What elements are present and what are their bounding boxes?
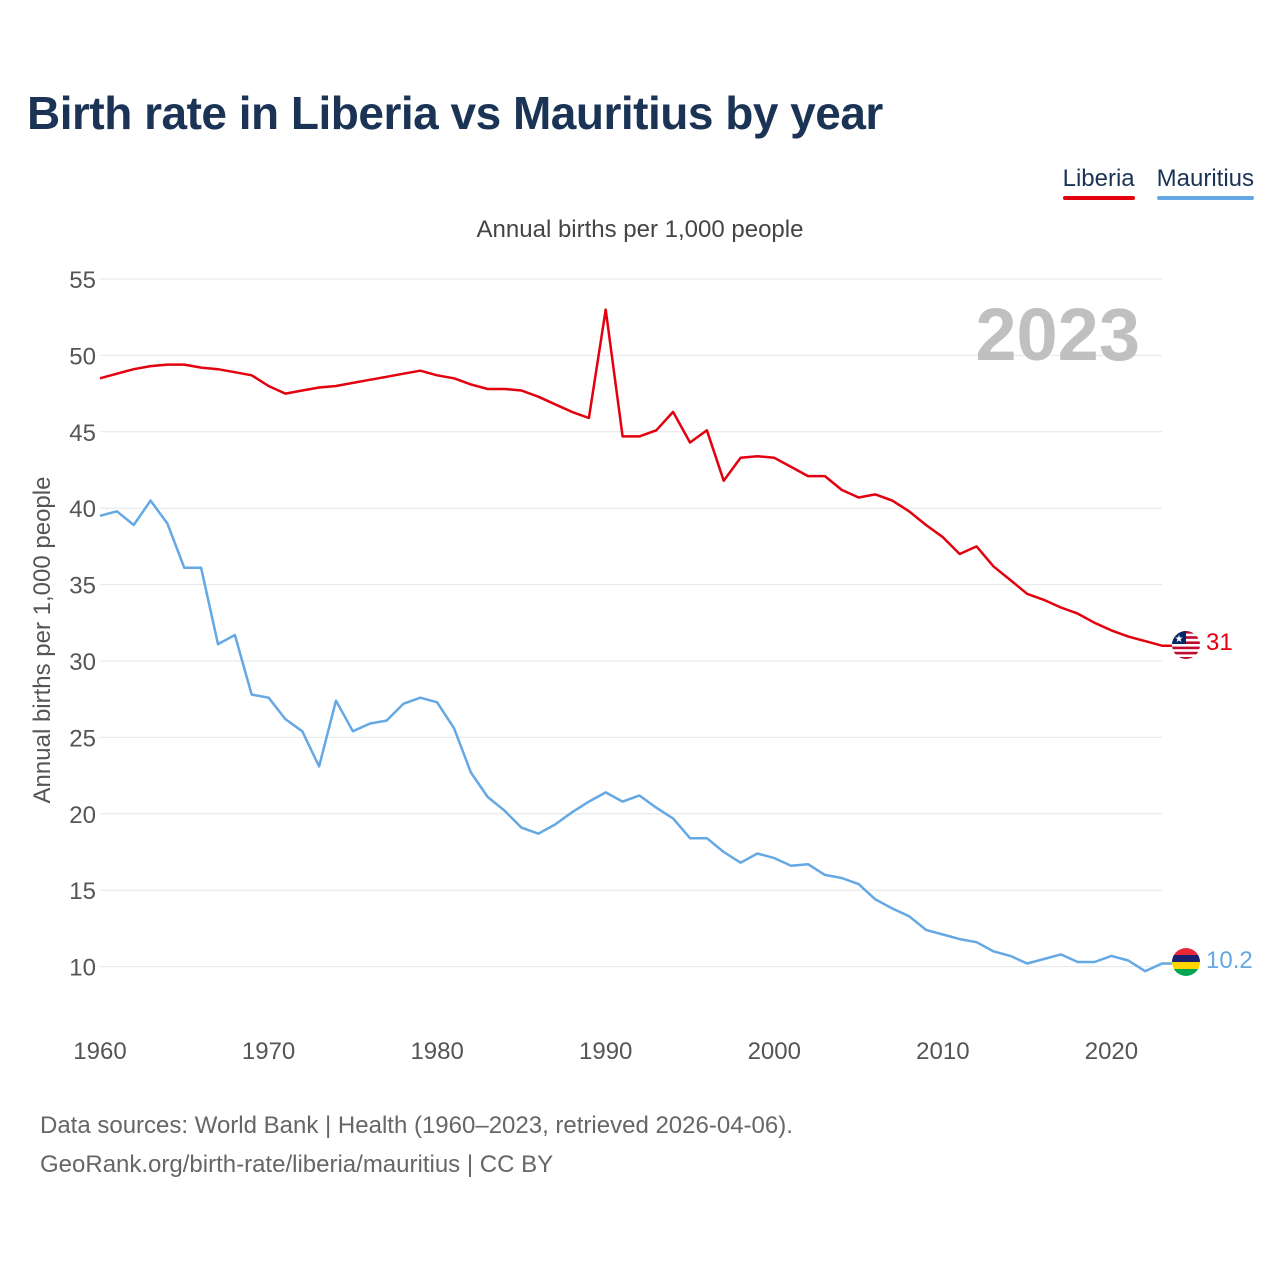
mauritius-flag-icon	[1172, 948, 1200, 976]
legend-item-mauritius[interactable]: Mauritius	[1156, 165, 1254, 200]
x-tick-label: 1980	[410, 1038, 463, 1065]
gridlines	[100, 278, 1162, 968]
legend-swatch-liberia	[1062, 196, 1135, 200]
footer-link[interactable]: GeoRank.org/birth-rate/liberia/mauritius…	[40, 1151, 554, 1178]
y-tick-label: 15	[69, 878, 96, 905]
legend-swatch-mauritius	[1156, 196, 1254, 200]
footer: Data sources: World Bank | Health (1960–…	[40, 1106, 793, 1184]
y-tick-label: 10	[69, 955, 96, 982]
end-label-liberia: 31	[1206, 629, 1233, 656]
legend-label-liberia: Liberia	[1062, 165, 1135, 192]
year-watermark: 2023	[975, 293, 1140, 376]
y-tick-label: 25	[69, 725, 96, 752]
series-line-mauritius[interactable]	[99, 499, 1172, 973]
y-tick-label: 40	[69, 496, 96, 523]
chart-title: Birth rate in Liberia vs Mauritius by ye…	[27, 87, 883, 139]
svg-text:★: ★	[1175, 634, 1184, 645]
x-tick-label: 1960	[73, 1038, 126, 1065]
y-axis-ticks: 10 15 20 25 30 35 40 45 50 55	[69, 267, 96, 982]
legend-label-mauritius: Mauritius	[1156, 165, 1254, 192]
x-axis-ticks: 1960 1970 1980 1990 2000 2010 2020	[73, 1038, 1138, 1065]
series-line-liberia[interactable]	[99, 308, 1172, 647]
y-tick-label: 30	[69, 649, 96, 676]
y-tick-label: 55	[69, 267, 96, 294]
chart-subtitle: Annual births per 1,000 people	[476, 216, 804, 243]
x-tick-label: 2000	[748, 1038, 801, 1065]
legend-item-liberia[interactable]: Liberia	[1062, 165, 1135, 200]
y-tick-label: 20	[69, 802, 96, 829]
x-tick-label: 1970	[242, 1038, 295, 1065]
y-tick-label: 50	[69, 343, 96, 370]
end-label-mauritius: 10.2	[1206, 947, 1253, 974]
footer-source: Data sources: World Bank | Health (1960–…	[40, 1112, 793, 1139]
liberia-flag-icon: ★	[1172, 631, 1200, 659]
x-tick-label: 2020	[1085, 1038, 1138, 1065]
y-tick-label: 35	[69, 573, 96, 600]
series-lines	[99, 308, 1172, 973]
x-tick-label: 2010	[916, 1038, 969, 1065]
legend: Liberia Mauritius	[1062, 165, 1254, 200]
y-tick-label: 45	[69, 420, 96, 447]
x-tick-label: 1990	[579, 1038, 632, 1065]
